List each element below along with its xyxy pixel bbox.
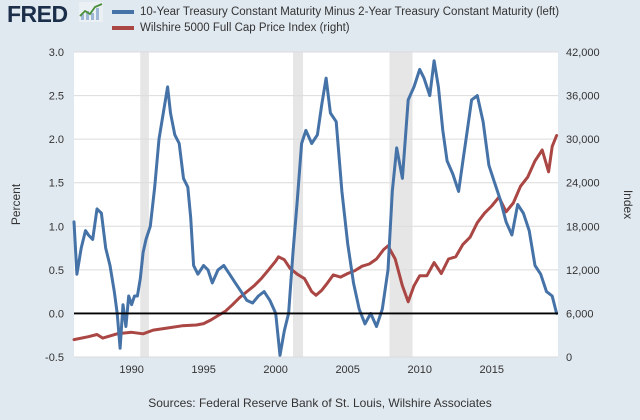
fred-logo[interactable]: FRED — [7, 1, 68, 27]
y-left-tick-label: 0.0 — [49, 308, 64, 320]
y-right-tick-label: 42,000 — [566, 47, 600, 59]
x-tick-label: 2000 — [263, 364, 287, 376]
y-left-tick-label: 2.0 — [49, 134, 64, 146]
y-right-tick-label: 6,000 — [566, 308, 594, 320]
y-right-tick-label: 12,000 — [566, 265, 600, 277]
legend-item-wilshire: Wilshire 5000 Full Cap Price Index (righ… — [112, 20, 632, 36]
legend-item-spread: 10-Year Treasury Constant Maturity Minus… — [112, 4, 632, 20]
y-left-tick-label: 1.0 — [49, 221, 64, 233]
y-left-tick-label: 0.5 — [49, 265, 64, 277]
x-tick-label: 2010 — [407, 364, 431, 376]
y-left-axis-title: Percent — [9, 183, 23, 225]
y-right-tick-label: 0 — [566, 352, 572, 364]
x-tick-label: 1995 — [191, 364, 215, 376]
fred-chart-icon — [79, 2, 103, 22]
x-tick-label: 1990 — [119, 364, 143, 376]
x-tick-label: 2015 — [479, 364, 503, 376]
chart-source: Sources: Federal Reserve Bank of St. Lou… — [148, 396, 492, 410]
legend-label-wilshire: Wilshire 5000 Full Cap Price Index (righ… — [140, 22, 350, 34]
legend-swatch-spread — [112, 10, 134, 14]
y-right-tick-label: 18,000 — [566, 221, 600, 233]
y-right-tick-label: 30,000 — [566, 134, 600, 146]
y-left-tick-label: 1.5 — [49, 178, 64, 190]
chart-legend: 10-Year Treasury Constant Maturity Minus… — [112, 4, 632, 36]
series-line-wilshire — [72, 134, 559, 342]
recession-band-1 — [140, 52, 149, 357]
y-left-tick-label: 2.5 — [49, 91, 64, 103]
y-left-tick-label: -0.5 — [45, 352, 64, 364]
y-right-tick-label: 36,000 — [566, 91, 600, 103]
legend-label-spread: 10-Year Treasury Constant Maturity Minus… — [140, 6, 560, 18]
y-left-tick-label: 3.0 — [49, 47, 64, 59]
x-tick-label: 2005 — [335, 364, 359, 376]
graph-header: FRED 10-Year Treasury Constant Maturity … — [0, 0, 640, 42]
y-right-tick-label: 24,000 — [566, 178, 600, 190]
y-right-axis-title: Index — [621, 190, 635, 219]
legend-swatch-wilshire — [112, 26, 134, 30]
dual-axis-line-chart: 1990 1995 2000 2005 2010 2015 -0.5 0.0 0.5 1.0 1.5… — [9, 47, 635, 376]
plot-area — [74, 52, 558, 357]
